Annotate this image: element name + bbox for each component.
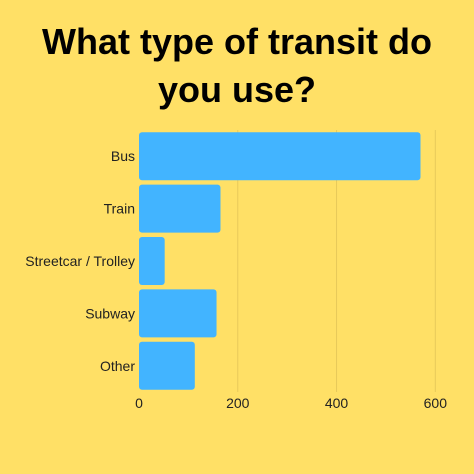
chart-title: What type of transit do you use?: [0, 18, 474, 114]
x-tick-label: 600: [424, 395, 448, 411]
bar-streetcar-trolley: [139, 237, 165, 285]
bar-other: [139, 341, 195, 390]
chart-title-line-1: What type of transit do: [42, 21, 432, 62]
x-tick-label: 200: [226, 395, 250, 411]
bar-subway: [139, 289, 217, 338]
x-tick-label: 0: [135, 395, 143, 411]
category-label: Bus: [111, 148, 135, 164]
x-tick-label: 400: [325, 395, 349, 411]
category-label: Other: [100, 358, 135, 374]
category-label: Subway: [85, 305, 135, 321]
bar-train: [139, 184, 221, 233]
category-label: Train: [104, 201, 135, 217]
chart-title-line-2: you use?: [157, 69, 317, 110]
category-label: Streetcar / Trolley: [25, 253, 135, 269]
bar-bus: [139, 132, 421, 181]
